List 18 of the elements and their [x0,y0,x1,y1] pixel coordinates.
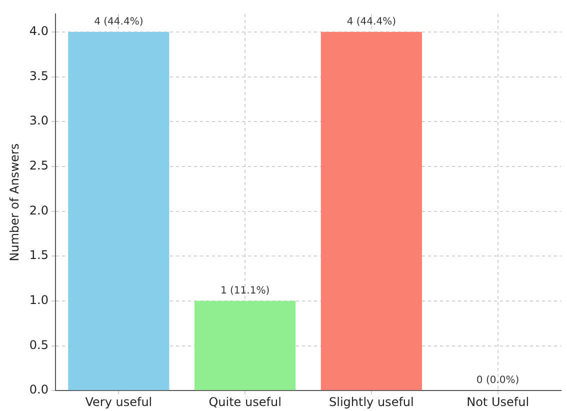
data-label: 4 (44.4%) [94,16,144,28]
x-tick-label: Not Useful [466,394,530,409]
x-tick-label: Slightly useful [328,394,414,409]
y-tick-label: 0.0 [29,382,48,397]
data-label: 0 (0.0%) [476,375,520,386]
y-axis-title: Number of Answers [7,143,22,262]
data-label: 1 (11.1%) [220,286,270,297]
x-tick-label: Quite useful [208,394,282,409]
y-tick-label: 4.0 [29,24,48,38]
y-tick-label: 2.5 [29,158,48,173]
data-label: 4 (44.4%) [346,16,396,28]
y-tick-label: 1.5 [29,248,48,262]
y-tick-label: 3.0 [29,114,48,128]
x-tick-label: Very useful [85,394,152,409]
y-tick-label: 2.0 [29,203,48,218]
y-tick-label: 3.5 [29,68,48,83]
y-tick-label: 1.0 [29,293,48,308]
y-tick-label: 0.5 [29,338,48,352]
